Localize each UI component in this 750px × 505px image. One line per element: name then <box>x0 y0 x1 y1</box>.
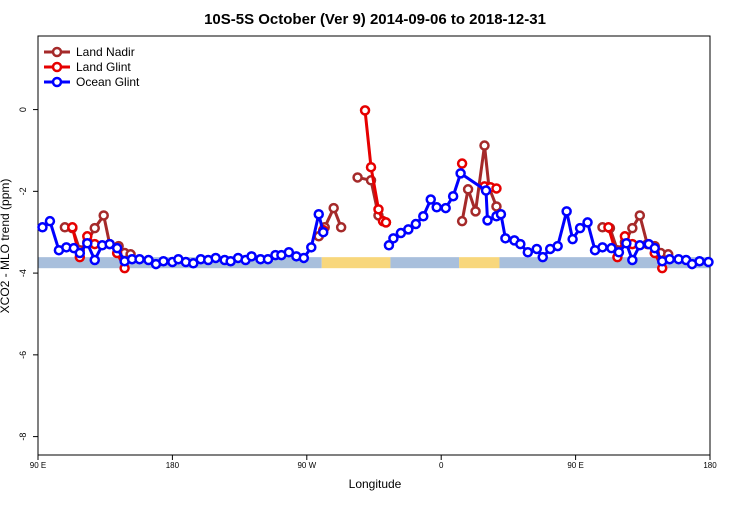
legend-marker <box>51 46 63 58</box>
data-point <box>447 190 459 202</box>
data-point <box>89 254 100 266</box>
data-point <box>431 202 442 213</box>
data-point <box>210 252 221 264</box>
data-point <box>495 208 507 220</box>
data-point <box>98 210 109 221</box>
x-tick-label: 180 <box>166 461 180 470</box>
data-point <box>582 217 593 228</box>
data-point <box>359 105 371 116</box>
data-point <box>104 238 115 250</box>
x-tick-label: 0 <box>439 461 444 470</box>
data-point <box>67 222 78 233</box>
data-point <box>143 254 154 266</box>
data-point <box>440 202 451 214</box>
data-point <box>634 210 646 221</box>
data-point <box>262 253 274 265</box>
data-point <box>134 253 145 265</box>
data-point <box>603 222 614 233</box>
surface-band-segment <box>321 257 391 269</box>
data-point <box>158 255 169 267</box>
data-point <box>606 242 617 254</box>
data-point <box>597 242 608 253</box>
chart-title: 10S-5S October (Ver 9) 2014-09-06 to 201… <box>204 11 546 28</box>
data-point <box>522 246 534 258</box>
x-tick-label: 90 E <box>567 461 583 470</box>
data-point <box>388 233 399 244</box>
legend-marker <box>51 76 63 88</box>
data-point <box>365 161 377 173</box>
data-point <box>89 222 100 234</box>
data-point <box>537 251 548 263</box>
data-point <box>703 256 714 268</box>
x-tick-label: 90 W <box>297 461 316 470</box>
data-point <box>111 242 123 254</box>
data-point <box>649 242 660 254</box>
surface-band-segment <box>459 257 500 269</box>
data-point <box>479 140 490 151</box>
data-point <box>335 222 347 233</box>
data-point <box>470 206 481 217</box>
data-point <box>352 172 363 183</box>
data-point <box>418 211 429 222</box>
plot-frame <box>37 35 711 456</box>
data-point <box>515 238 526 250</box>
data-point <box>373 204 384 215</box>
surface-band-segment <box>499 257 710 269</box>
data-point <box>456 215 468 227</box>
data-point <box>462 184 474 195</box>
x-axis-label: Longitude <box>349 477 402 491</box>
data-point <box>500 233 511 244</box>
data-point <box>694 255 705 267</box>
data-point <box>574 222 586 234</box>
data-point <box>383 240 395 251</box>
data-point <box>246 251 257 262</box>
data-point <box>74 247 86 259</box>
data-point <box>561 206 572 217</box>
data-point <box>44 215 56 227</box>
y-tick-label: -4 <box>18 269 28 277</box>
data-point <box>283 246 295 258</box>
legend-label: Land Nadir <box>76 45 135 59</box>
data-point <box>328 202 339 214</box>
surface-band-segment <box>390 257 460 269</box>
data-point <box>664 253 675 265</box>
data-point <box>613 246 625 258</box>
data-point <box>480 185 492 196</box>
data-point <box>531 243 543 255</box>
data-point <box>306 242 317 253</box>
y-tick-label: 0 <box>18 107 28 112</box>
x-tick-label: 180 <box>703 461 717 470</box>
data-point <box>317 226 329 238</box>
data-point <box>634 240 646 251</box>
y-tick-label: -8 <box>18 433 28 441</box>
data-point <box>188 258 199 269</box>
x-tick-label: 90 E <box>30 461 46 470</box>
data-point <box>37 222 48 233</box>
data-point <box>403 224 414 235</box>
data-point <box>482 215 493 226</box>
y-tick-label: -2 <box>18 187 28 195</box>
data-point <box>456 158 468 169</box>
data-point <box>410 218 422 230</box>
data-point <box>627 254 638 266</box>
data-point <box>313 208 324 220</box>
legend-label: Ocean Glint <box>76 75 140 89</box>
data-point <box>627 222 638 234</box>
legend-label: Land Glint <box>76 60 131 74</box>
y-axis-label: XCO2 - MLO trend (ppm) <box>0 179 12 314</box>
data-point <box>621 238 632 249</box>
data-point <box>425 194 436 205</box>
data-point <box>491 183 502 194</box>
y-tick-label: -6 <box>18 351 28 359</box>
data-point <box>82 238 93 249</box>
data-point <box>552 240 563 252</box>
legend-marker <box>51 61 63 73</box>
data-point <box>455 168 466 179</box>
data-point <box>567 233 578 245</box>
data-point <box>380 217 392 228</box>
data-point <box>298 252 310 264</box>
